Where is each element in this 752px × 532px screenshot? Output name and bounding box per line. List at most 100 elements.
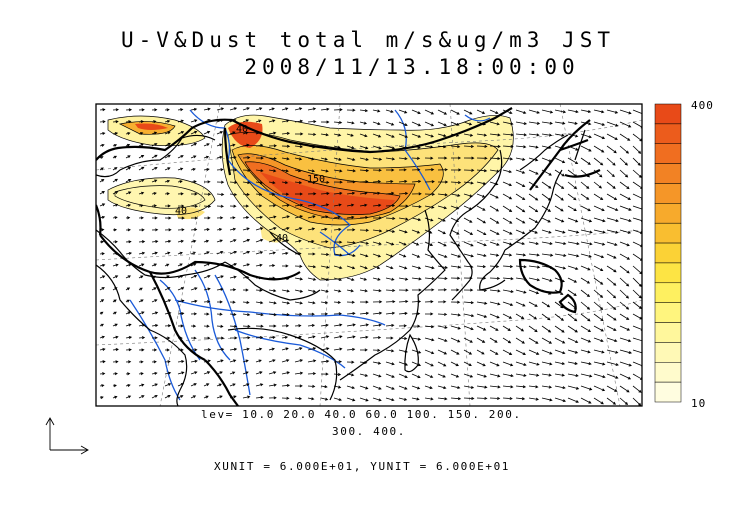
wind-arrow: [606, 373, 619, 379]
wind-arrow: [476, 253, 487, 258]
wind-arrow: [606, 169, 615, 178]
wind-arrow: [242, 300, 250, 304]
wind-arrow: [463, 396, 475, 401]
wind-arrow: [216, 347, 225, 352]
wind-arrow: [190, 155, 197, 159]
wind-arrow: [268, 347, 275, 351]
wind-arrow: [632, 385, 642, 393]
wind-arrow: [567, 289, 577, 296]
wind-arrow: [411, 179, 422, 184]
wind-arrow: [541, 241, 553, 246]
wind-arrow: [138, 166, 145, 171]
wind-arrow: [437, 133, 447, 138]
wind-arrow: [99, 384, 105, 388]
wind-arrow: [203, 130, 211, 135]
wind-arrow: [229, 250, 237, 255]
wind-arrow: [372, 311, 383, 315]
wind-arrow: [177, 324, 184, 328]
wind-arrow: [385, 385, 395, 390]
wind-arrow: [333, 347, 343, 351]
wind-arrow: [216, 228, 223, 232]
wind-arrow: [385, 157, 396, 161]
wind-arrow: [99, 287, 105, 291]
wind-arrow: [255, 119, 262, 123]
wind-arrow: [424, 265, 435, 270]
wind-arrow: [502, 157, 514, 161]
wind-arrow: [320, 157, 328, 161]
wind-arrow: [125, 275, 132, 279]
wind-arrow: [424, 397, 434, 401]
wind-arrow: [437, 109, 448, 115]
wind-arrow: [398, 204, 409, 208]
wind-arrow: [203, 274, 211, 279]
wind-arrow: [112, 108, 119, 112]
wind-arrow: [398, 179, 408, 183]
wind-arrow: [268, 238, 277, 243]
colorbar-swatch: [654, 143, 682, 164]
wind-arrow: [216, 262, 224, 267]
wind-arrow: [463, 385, 475, 389]
wind-arrow: [255, 156, 264, 160]
wind-arrow: [398, 191, 409, 196]
wind-arrow: [177, 180, 183, 184]
wind-arrow: [489, 373, 501, 378]
wind-arrow: [541, 337, 553, 344]
wind-arrow: [294, 181, 303, 185]
wind-arrow: [268, 215, 277, 219]
wind-arrow: [372, 168, 382, 172]
wind-arrow: [541, 325, 552, 333]
wind-arrow: [320, 145, 328, 149]
wind-arrow: [528, 181, 539, 188]
wind-arrow: [515, 133, 527, 137]
wind-arrow: [411, 109, 421, 115]
wind-arrow: [255, 276, 262, 280]
wind-arrow: [541, 313, 551, 321]
wind-arrow: [398, 157, 408, 161]
wind-arrow: [528, 349, 540, 355]
wind-arrow: [372, 265, 381, 270]
wind-arrow: [216, 155, 223, 159]
wind-arrow: [164, 383, 172, 387]
wind-arrow: [138, 360, 144, 364]
wind-arrow: [372, 180, 382, 184]
wind-arrow: [320, 372, 329, 376]
wind-arrow: [216, 250, 224, 255]
wind-arrow: [437, 337, 448, 342]
wind-arrow: [515, 145, 527, 149]
wind-arrow: [437, 193, 448, 197]
wind-arrow: [151, 263, 158, 267]
wind-arrow: [450, 385, 461, 390]
wind-arrow: [515, 217, 526, 224]
wind-arrow: [320, 312, 329, 316]
wind-arrow: [177, 204, 185, 208]
wind-arrow: [346, 385, 356, 390]
wind-arrow: [580, 145, 592, 152]
wind-arrow: [112, 178, 118, 183]
wind-arrow: [411, 299, 422, 304]
wind-arrow: [229, 383, 236, 387]
wind-arrow: [307, 132, 317, 136]
wind-arrow: [333, 265, 343, 270]
wind-arrow: [580, 109, 592, 114]
wind-arrow: [359, 361, 368, 365]
wind-arrow: [255, 107, 263, 111]
wind-arrow: [554, 325, 565, 333]
wind-arrow: [502, 313, 513, 319]
wind-arrow: [307, 265, 317, 269]
wind-arrow: [567, 181, 577, 190]
wind-arrow: [333, 253, 343, 257]
wind-arrow: [203, 324, 210, 328]
wind-arrow: [281, 347, 289, 351]
wind-arrow: [528, 397, 539, 401]
wind-arrow: [203, 192, 212, 196]
wind-arrow: [567, 313, 578, 322]
wind-arrow: [541, 169, 552, 176]
wind-arrow: [151, 275, 157, 279]
wind-arrow: [437, 312, 448, 316]
wind-arrow: [190, 204, 198, 208]
wind-arrow: [307, 301, 316, 305]
wind-arrow: [320, 240, 329, 244]
wind-arrow: [359, 157, 369, 161]
wind-arrow: [255, 263, 263, 267]
wind-arrow: [229, 155, 237, 159]
